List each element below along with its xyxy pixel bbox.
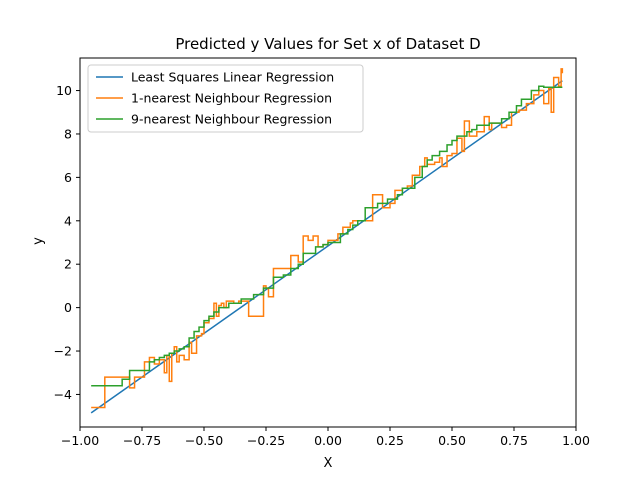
x-axis-title: X — [324, 456, 333, 471]
y-tick-label: 8 — [64, 126, 72, 141]
x-tick-label: −0.75 — [123, 433, 161, 448]
y-tick-label: 0 — [64, 300, 72, 315]
y-tick-label: 2 — [64, 257, 72, 272]
y-tick-label: −4 — [54, 387, 72, 402]
y-tick-label: 4 — [64, 213, 72, 228]
x-tick-label: −0.25 — [247, 433, 285, 448]
x-tick-label: 1.00 — [562, 433, 590, 448]
legend-label-2: 1-nearest Neighbour Regression — [131, 91, 332, 106]
legend: Least Squares Linear Regression 1-nearest… — [87, 64, 364, 133]
y-tick-label: 10 — [56, 83, 72, 98]
x-tick-label: 0.50 — [438, 433, 466, 448]
x-tick-label: 0.25 — [376, 433, 404, 448]
axes: −1.00 −0.75 −0.50 −0.25 0.00 0.25 0.50 0.75 1.00… — [54, 57, 590, 448]
chart-title: Predicted y Values for Set x of Dataset … — [175, 35, 480, 53]
legend-label-3: 9-nearest Neighbour Regression — [131, 112, 332, 127]
series-line-3 — [91, 85, 563, 387]
legend-label-1: Least Squares Linear Regression — [131, 70, 334, 85]
x-tick-label: −1.00 — [61, 433, 99, 448]
plot-lines — [90, 68, 564, 414]
x-tick-label: 0.75 — [500, 433, 528, 448]
y-axis-title: y — [31, 237, 46, 245]
y-tick-label: 6 — [64, 170, 72, 185]
x-tick-label: 0.00 — [314, 433, 342, 448]
y-tick-label: −2 — [54, 344, 72, 359]
legend-box — [87, 64, 364, 133]
x-tick-label: −0.50 — [185, 433, 223, 448]
